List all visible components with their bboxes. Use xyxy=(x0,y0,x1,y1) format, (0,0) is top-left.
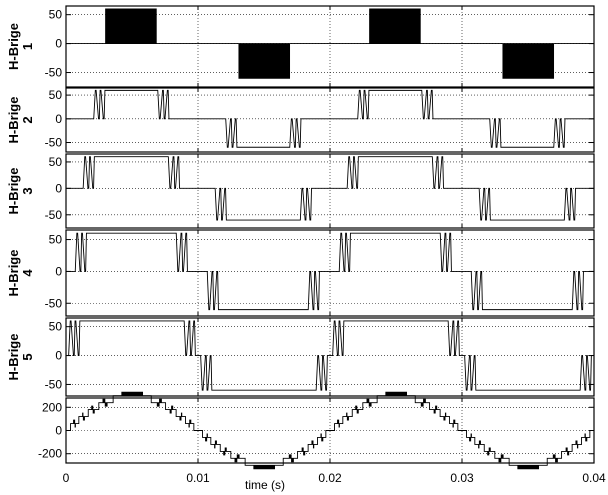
y-axis-label: 4 xyxy=(20,269,35,277)
hbridge-waveform xyxy=(66,156,594,221)
y-axis-label: 5 xyxy=(20,353,35,360)
x-tick-label: 0.03 xyxy=(450,471,474,485)
panel-4: 50 0 -50 H-Brige 4 xyxy=(6,229,595,317)
hbridge-waveform xyxy=(66,232,594,311)
y-axis-label: H-Brige xyxy=(6,23,21,70)
y-tick-label: -50 xyxy=(45,296,63,310)
y-axis-label: 3 xyxy=(20,187,35,194)
y-axis-label: H-Brige xyxy=(6,97,21,144)
y-axis-label: 2 xyxy=(20,116,35,123)
y-tick-label: 0 xyxy=(55,424,62,438)
hbridge-waveform xyxy=(66,320,594,391)
x-axis-label: time (s) xyxy=(245,478,285,492)
hbridge-waveform xyxy=(66,89,594,148)
x-tick-label: 0.04 xyxy=(582,471,606,485)
y-tick-label: 0 xyxy=(55,264,62,278)
y-tick-label: 200 xyxy=(42,400,62,414)
y-tick-label: -50 xyxy=(45,377,63,391)
panel-6: 200 0 -200 xyxy=(38,391,595,470)
y-tick-label: -50 xyxy=(45,66,63,80)
y-tick-label: 0 xyxy=(55,349,62,363)
x-tick-label: 0.02 xyxy=(318,471,342,485)
y-tick-label: 50 xyxy=(49,320,63,334)
panel-3: 50 0 -50 H-Brige 3 xyxy=(6,153,595,229)
y-axis-label: 1 xyxy=(20,43,35,50)
y-tick-label: 0 xyxy=(55,37,62,51)
x-tick-label: 0 xyxy=(63,471,70,485)
panel-2: 50 0 -50 H-Brige 2 xyxy=(6,87,595,153)
y-tick-label: 50 xyxy=(49,233,63,247)
x-axis: 0 0.01 0.02 0.03 0.04 xyxy=(63,471,606,485)
y-tick-label: 50 xyxy=(49,155,63,169)
y-tick-label: 50 xyxy=(49,8,63,22)
panel-1: 50 0 -50 H-Brige 1 xyxy=(6,5,595,88)
y-axis-label: H-Brige xyxy=(6,250,21,297)
y-tick-label: -50 xyxy=(45,208,63,222)
panel-5: 50 0 -50 H-Brige 5 xyxy=(6,317,595,397)
output-voltage-waveform xyxy=(66,391,594,470)
y-tick-label: 0 xyxy=(55,181,62,195)
y-axis-label: H-Brige xyxy=(6,334,21,381)
hbridge-waveform xyxy=(66,8,594,79)
y-tick-label: 0 xyxy=(55,112,62,126)
x-tick-label: 0.01 xyxy=(186,471,210,485)
y-tick-label: -50 xyxy=(45,136,63,150)
y-axis-label: H-Brige xyxy=(6,168,21,215)
y-tick-label: 50 xyxy=(49,88,63,102)
y-tick-label: -200 xyxy=(38,447,62,461)
